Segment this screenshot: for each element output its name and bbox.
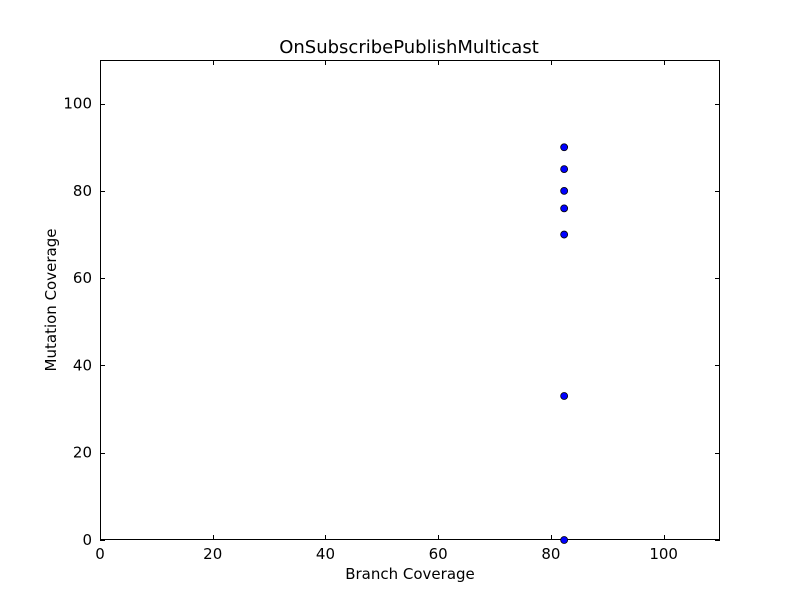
data-point-0 <box>560 143 569 152</box>
x-axis-label: Branch Coverage <box>345 565 475 583</box>
data-point-5 <box>560 392 569 400</box>
x-tick-label: 0 <box>95 545 105 563</box>
data-point-1 <box>560 165 569 173</box>
chart-title: OnSubscribePublishMulticast <box>279 37 539 58</box>
y-axis-label: Mutation Coverage <box>42 229 60 372</box>
y-tick-label: 20 <box>73 444 92 462</box>
x-tick-label: 20 <box>203 545 222 563</box>
data-points <box>560 143 569 544</box>
data-point-6 <box>560 536 569 544</box>
y-tick-label: 60 <box>73 269 92 287</box>
y-tick-label: 0 <box>82 531 92 549</box>
y-tick-label: 80 <box>73 182 92 200</box>
x-axis: 0 20 40 60 80 100 <box>95 60 678 563</box>
y-tick-label: 100 <box>63 95 92 113</box>
x-tick-label: 80 <box>541 545 560 563</box>
data-point-2 <box>560 187 569 195</box>
y-tick-label: 40 <box>73 356 92 374</box>
data-point-4 <box>560 230 569 239</box>
x-tick-label: 60 <box>429 545 448 563</box>
x-tick-label: 100 <box>649 545 678 563</box>
data-point-3 <box>560 204 569 213</box>
y-axis: 0 20 40 60 80 100 <box>63 95 720 549</box>
plot-area <box>100 60 720 540</box>
x-tick-label: 40 <box>316 545 335 563</box>
